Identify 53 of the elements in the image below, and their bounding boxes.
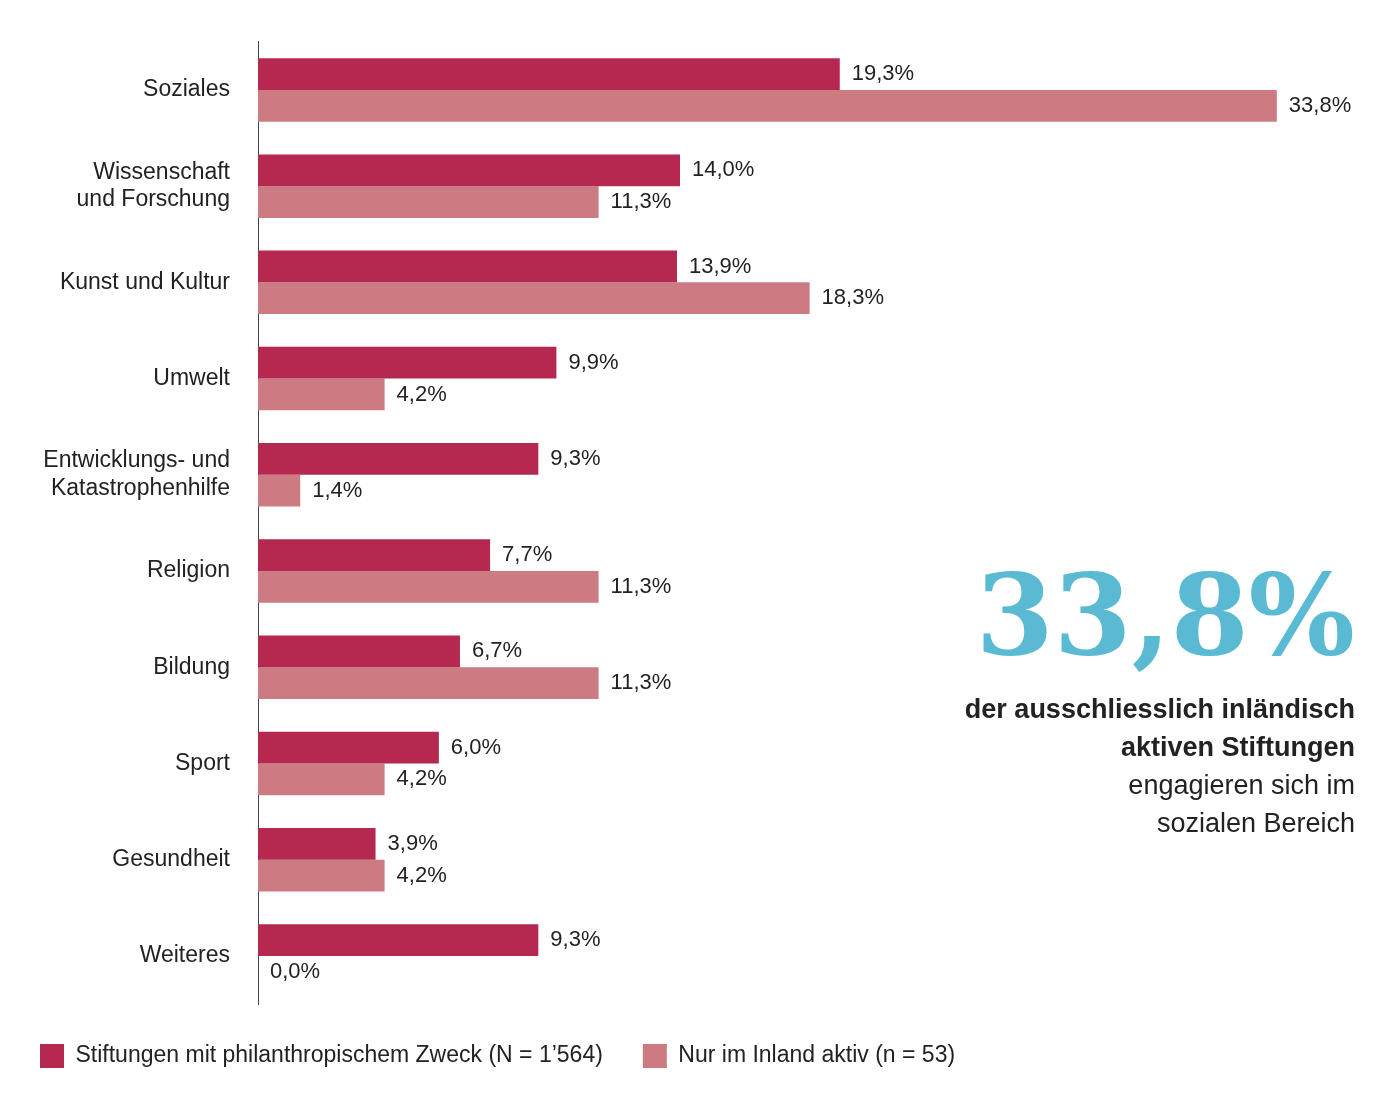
data-label: 19,3% <box>851 60 915 86</box>
data-label: 13,9% <box>688 252 752 278</box>
bar <box>258 731 439 764</box>
data-label: 9,3% <box>550 926 601 952</box>
data-label: 7,7% <box>502 541 553 567</box>
bar <box>258 571 599 603</box>
bar <box>258 89 1277 122</box>
data-label: 14,0% <box>692 156 755 182</box>
y-tick-label: Religion <box>146 556 230 583</box>
data-label: 33,8% <box>1288 91 1352 117</box>
data-label: 11,3% <box>610 188 672 214</box>
legend-label: Stiftungen mit philanthropischem Zweck (N = 1’564) <box>75 1041 603 1068</box>
data-label: 6,0% <box>450 733 502 759</box>
bar <box>258 859 385 892</box>
bar <box>258 667 599 699</box>
y-tick-label: Soziales <box>143 75 230 102</box>
data-label: 18,3% <box>821 284 884 310</box>
bar <box>258 186 599 218</box>
bar <box>258 827 376 860</box>
bar <box>258 250 677 283</box>
annotation: engagieren sich im sozialen Bereich <box>1127 769 1355 840</box>
bar <box>258 346 557 379</box>
y-tick-label: Sport <box>175 748 231 775</box>
bar <box>258 924 539 956</box>
data-label: 3,9% <box>387 829 438 855</box>
y-tick-label: Weiteres <box>139 941 230 968</box>
data-label: 4,2% <box>396 765 447 791</box>
y-tick-label: Kunst und Kultur <box>59 267 231 294</box>
bar <box>258 282 810 315</box>
bar <box>258 635 460 668</box>
bar <box>258 539 491 572</box>
bar <box>258 474 301 507</box>
y-tick-label: Umwelt <box>153 363 231 390</box>
data-label: 9,9% <box>568 348 619 374</box>
data-label: 6,7% <box>471 637 523 663</box>
bar <box>258 443 539 475</box>
legend-label: Nur im Inland aktiv (n = 53) <box>678 1041 956 1068</box>
y-tick-label: Gesundheit <box>112 845 231 872</box>
data-label: 9,3% <box>550 444 601 470</box>
data-label: 11,3% <box>610 669 672 695</box>
bar <box>258 763 385 796</box>
y-tick-label: Bildung <box>153 652 230 679</box>
y-tick-label: Wissenschaft und Forschung <box>76 157 231 212</box>
data-label: 4,2% <box>396 380 447 406</box>
bar <box>258 154 680 187</box>
data-label: 11,3% <box>610 572 672 598</box>
y-tick-label: Entwicklungs- und Katastrophenhilfe <box>43 446 230 500</box>
annotation: 33,8% <box>974 549 1355 680</box>
data-label: 4,2% <box>396 861 447 887</box>
bar <box>258 58 840 90</box>
bar <box>258 378 385 411</box>
data-label: 0,0% <box>270 957 321 983</box>
data-label: 1,4% <box>312 476 363 502</box>
